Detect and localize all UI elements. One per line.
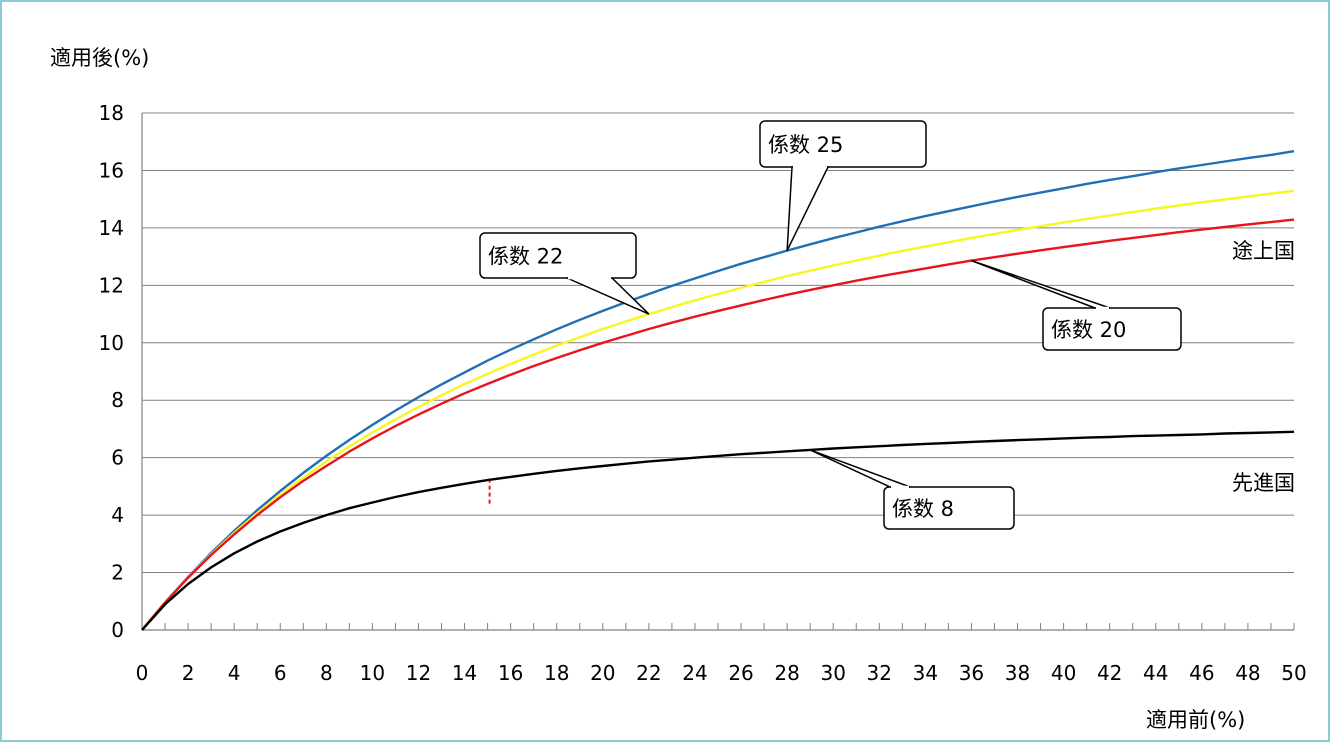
- x-tick-label-38: 38: [1005, 661, 1030, 685]
- callout-text-3: 係数 8: [892, 497, 954, 521]
- callout-box-2: [1042, 307, 1182, 351]
- y-tick-label-6: 6: [111, 446, 124, 470]
- grid-lines: [142, 112, 1294, 574]
- x-tick-label-48: 48: [1235, 661, 1260, 685]
- x-tick-label-26: 26: [728, 661, 753, 685]
- y-tick-label-18: 18: [99, 101, 124, 125]
- y-tick-label-14: 14: [99, 216, 124, 240]
- x-tick-label-14: 14: [452, 661, 477, 685]
- y-tick-label-12: 12: [99, 273, 124, 297]
- callout-0: 係数 25: [759, 120, 927, 251]
- callout-box-0: [759, 120, 927, 168]
- callout-box-3: [883, 486, 1015, 530]
- x-tick-label-32: 32: [867, 661, 892, 685]
- series-line-1: [141, 189, 1295, 631]
- callout-1: 係数 22: [479, 232, 650, 315]
- x-tick-label-18: 18: [544, 661, 569, 685]
- x-tick-label-10: 10: [360, 661, 385, 685]
- x-tick-label-8: 8: [320, 661, 333, 685]
- x-tick-label-30: 30: [820, 661, 845, 685]
- y-tick-label-8: 8: [111, 388, 124, 412]
- callout-3: 係数 8: [809, 449, 1015, 530]
- series-lines: [141, 150, 1295, 631]
- callout-leader-0: [786, 166, 830, 251]
- x-tick-label-36: 36: [959, 661, 984, 685]
- y-tick-label-10: 10: [99, 331, 124, 355]
- x-tick-label-46: 46: [1189, 661, 1214, 685]
- x-tick-label-34: 34: [913, 661, 938, 685]
- y-tick-label-0: 0: [111, 618, 124, 642]
- x-tick-label-16: 16: [498, 661, 523, 685]
- x-tick-label-24: 24: [682, 661, 707, 685]
- callout-box-1: [479, 232, 637, 279]
- x-tick-label-2: 2: [182, 661, 195, 685]
- x-tick-label-22: 22: [636, 661, 661, 685]
- x-tick-label-28: 28: [774, 661, 799, 685]
- x-tick-label-40: 40: [1051, 661, 1076, 685]
- x-tick-label-50: 50: [1281, 661, 1306, 685]
- series-line-2: [141, 218, 1295, 631]
- callout-text-2: 係数 20: [1051, 318, 1126, 342]
- y-tick-label-16: 16: [99, 158, 124, 182]
- x-axis-title: 適用前(%): [1146, 708, 1245, 732]
- x-tick-label-4: 4: [228, 661, 241, 685]
- axes: [141, 113, 1294, 631]
- callout-leader-3: [809, 449, 911, 488]
- side-label-developing: 途上国: [1232, 239, 1295, 263]
- x-tick-label-20: 20: [590, 661, 615, 685]
- series-line-0: [141, 150, 1295, 631]
- x-tick-label-42: 42: [1097, 661, 1122, 685]
- x-tick-label-6: 6: [274, 661, 287, 685]
- x-tick-label-12: 12: [406, 661, 431, 685]
- callouts: 係数 25 係数 22 係数 20 係数 8: [479, 120, 1182, 530]
- callout-2: 係数 20: [971, 259, 1182, 351]
- callout-text-0: 係数 25: [768, 133, 843, 157]
- y-tick-label-2: 2: [111, 561, 124, 585]
- x-tick-label-0: 0: [136, 661, 149, 685]
- x-tick-label-44: 44: [1143, 661, 1168, 685]
- series-line-3: [141, 430, 1295, 631]
- y-tick-label-4: 4: [111, 503, 124, 527]
- callout-leader-2: [971, 259, 1111, 309]
- callout-text-1: 係数 22: [488, 245, 563, 269]
- y-axis-title: 適用後(%): [50, 46, 149, 70]
- side-label-developed: 先進国: [1232, 471, 1295, 495]
